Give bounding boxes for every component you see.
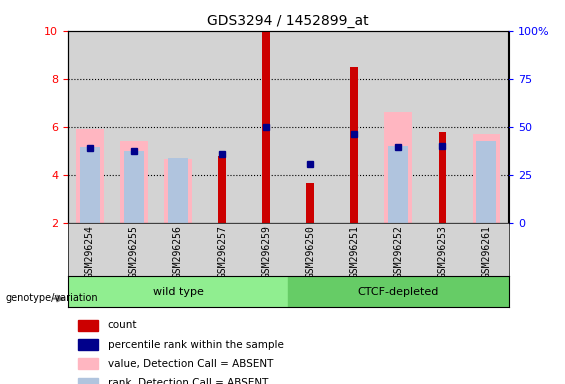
Text: GSM296252: GSM296252	[393, 225, 403, 278]
Text: wild type: wild type	[153, 287, 203, 297]
Text: GSM296251: GSM296251	[349, 225, 359, 278]
Text: value, Detection Call = ABSENT: value, Detection Call = ABSENT	[107, 359, 273, 369]
Bar	[288, 31, 332, 223]
Text: count: count	[107, 320, 137, 330]
Bar	[76, 129, 104, 223]
Bar	[164, 159, 192, 223]
Title: GDS3294 / 1452899_at: GDS3294 / 1452899_at	[207, 14, 369, 28]
Bar	[476, 141, 497, 223]
Text: GSM296261: GSM296261	[481, 225, 492, 278]
Bar	[156, 31, 200, 223]
Bar	[350, 67, 358, 223]
Text: GSM296256: GSM296256	[173, 225, 183, 278]
Text: genotype/variation: genotype/variation	[6, 293, 98, 303]
Bar	[384, 113, 412, 223]
Bar	[288, 276, 508, 307]
Bar	[464, 31, 508, 223]
Bar	[244, 31, 288, 223]
Bar	[218, 156, 226, 223]
Bar	[420, 31, 464, 223]
Bar	[376, 31, 420, 223]
Bar	[112, 31, 156, 223]
Bar	[306, 183, 314, 223]
Bar	[120, 141, 148, 223]
Bar	[80, 147, 100, 223]
Text: GSM296250: GSM296250	[305, 225, 315, 278]
Bar	[78, 358, 98, 369]
Bar	[68, 276, 288, 307]
Bar	[78, 378, 98, 384]
Bar	[388, 146, 408, 223]
Bar	[78, 320, 98, 331]
Text: CTCF-depleted: CTCF-depleted	[358, 287, 439, 297]
Bar	[168, 158, 188, 223]
Bar	[124, 151, 144, 223]
Text: GSM296257: GSM296257	[217, 225, 227, 278]
Text: GSM296254: GSM296254	[85, 225, 95, 278]
Bar	[472, 134, 501, 223]
Bar	[438, 131, 446, 223]
Text: GSM296253: GSM296253	[437, 225, 447, 278]
Bar	[200, 31, 244, 223]
Text: rank, Detection Call = ABSENT: rank, Detection Call = ABSENT	[107, 378, 268, 384]
Text: percentile rank within the sample: percentile rank within the sample	[107, 339, 284, 349]
Text: GSM296255: GSM296255	[129, 225, 139, 278]
Bar	[332, 31, 376, 223]
Text: GSM296259: GSM296259	[261, 225, 271, 278]
Bar	[78, 339, 98, 350]
Bar	[68, 31, 112, 223]
Bar	[262, 31, 270, 223]
